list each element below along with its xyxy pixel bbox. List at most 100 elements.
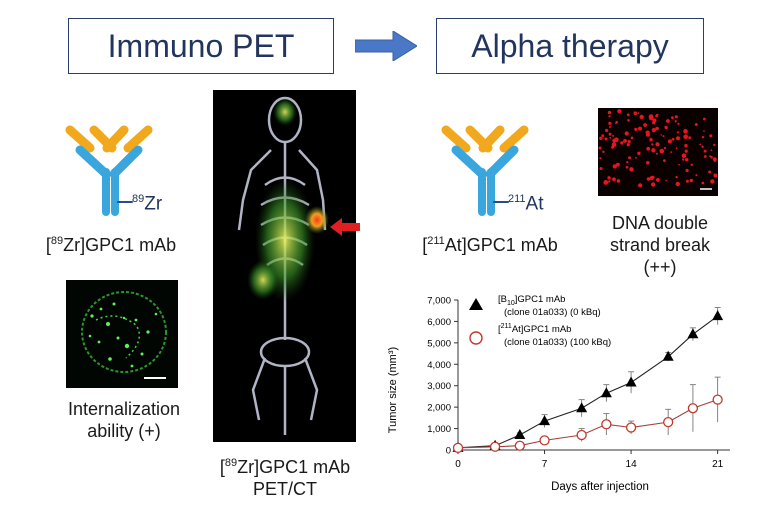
immuno-pet-title: Immuno PET bbox=[107, 27, 295, 64]
dna-damage-focus bbox=[645, 132, 650, 137]
dna-damage-focus bbox=[605, 128, 609, 133]
antibody-zr-icon bbox=[65, 125, 153, 216]
dna-damage-focus bbox=[628, 156, 632, 160]
dna-damage-focus bbox=[709, 134, 713, 138]
dna-damage-focus bbox=[676, 131, 679, 134]
dna-damage-focus bbox=[646, 177, 651, 181]
dna-damage-focus bbox=[604, 137, 608, 141]
data-point bbox=[601, 419, 612, 430]
y-tick-label: 0 bbox=[446, 446, 451, 457]
data-point bbox=[600, 387, 612, 398]
dna-damage-focus bbox=[713, 160, 716, 163]
dna-damage-focus bbox=[599, 157, 602, 160]
dna-damage-focus bbox=[637, 151, 641, 155]
dna-damage-focus bbox=[649, 138, 653, 142]
dna-damage-focus bbox=[684, 149, 688, 153]
dna-damage-focus bbox=[612, 177, 616, 182]
alpha-therapy-title: Alpha therapy bbox=[471, 27, 669, 64]
chart-xlabel: Days after injection bbox=[551, 481, 649, 493]
dna-damage-focus bbox=[655, 142, 660, 147]
dna-damage-focus bbox=[710, 179, 715, 184]
data-point bbox=[576, 429, 587, 441]
data-point bbox=[712, 310, 724, 321]
dna-damage-focus bbox=[607, 110, 612, 115]
dna-damage-focus bbox=[681, 153, 687, 158]
dna-damage-focus bbox=[674, 120, 677, 123]
dna-damage-focus bbox=[675, 181, 680, 187]
dna-damage-focus bbox=[609, 126, 611, 128]
chart-ylabel: Tumor size (mm³) bbox=[387, 347, 399, 433]
zr-isotope-label: 89Zr bbox=[132, 193, 163, 215]
dna-damage-focus bbox=[637, 112, 640, 114]
data-point bbox=[687, 328, 699, 339]
x-tick-label: 7 bbox=[542, 459, 548, 470]
internalization-microscopy-image bbox=[66, 280, 178, 388]
dna-damage-focus bbox=[630, 136, 634, 140]
pet-ct-caption: [89Zr]GPC1 mAb PET/CT bbox=[219, 457, 351, 499]
dna-damage-focus bbox=[703, 155, 707, 158]
dna-damage-focus bbox=[660, 134, 662, 136]
dna-damage-focus bbox=[651, 148, 656, 153]
dna-damage-focus bbox=[713, 173, 718, 178]
dna-damage-focus bbox=[666, 119, 670, 123]
data-point bbox=[452, 442, 464, 454]
dna-damage-focus bbox=[634, 127, 638, 131]
dna-damage-focus bbox=[626, 161, 629, 164]
alpha-therapy-title-box: Alpha therapy bbox=[436, 18, 704, 74]
dna-damage-focus bbox=[626, 113, 630, 117]
y-tick-label: 5,000 bbox=[427, 338, 451, 349]
dna-damage-focus bbox=[626, 143, 630, 147]
zr-antibody-label: [89Zr]GPC1 mAb bbox=[45, 235, 177, 255]
dna-damage-focus bbox=[683, 134, 688, 139]
dna-damage-focus bbox=[607, 176, 611, 180]
dna-damage-focus bbox=[695, 174, 698, 177]
dna-damage-focus bbox=[662, 135, 665, 138]
dna-damage-focus bbox=[599, 167, 603, 170]
dna-damage-focus bbox=[713, 143, 716, 147]
x-tick-label: 21 bbox=[712, 459, 724, 470]
y-tick-label: 4,000 bbox=[427, 360, 451, 371]
dna-damage-focus bbox=[699, 143, 702, 146]
data-point bbox=[514, 429, 526, 439]
dna-damage-focus bbox=[701, 136, 705, 139]
y-tick-label: 1,000 bbox=[427, 424, 451, 435]
dna-damage-focus bbox=[685, 168, 689, 173]
dna-damage-focus bbox=[609, 136, 612, 139]
dna-damage-focus bbox=[703, 149, 707, 153]
dna-damage-focus bbox=[675, 175, 678, 179]
dna-damage-focus bbox=[598, 146, 602, 150]
at-isotope-label: 211At bbox=[508, 193, 544, 215]
series-line bbox=[457, 399, 718, 449]
dna-damage-focus bbox=[671, 116, 674, 119]
dna-damage-focus bbox=[676, 136, 680, 141]
dna-damage-focus bbox=[708, 170, 712, 174]
dna-damage-focus bbox=[655, 114, 658, 118]
dna-damage-focus bbox=[638, 183, 643, 188]
data-point bbox=[687, 403, 699, 414]
dna-damage-focus bbox=[648, 114, 654, 120]
tumor-growth-chart: Tumor size (mm³) Days after injection 0 1… bbox=[387, 294, 730, 493]
dna-damage-image bbox=[598, 108, 718, 196]
dna-damage-focus bbox=[608, 115, 611, 118]
dna-damage-focus bbox=[712, 157, 717, 162]
y-tick-label: 7,000 bbox=[427, 296, 451, 307]
dna-damage-focus bbox=[612, 164, 617, 169]
dna-damage-focus bbox=[703, 130, 705, 132]
y-tick-label: 6,000 bbox=[427, 317, 451, 328]
dna-damage-focus bbox=[710, 149, 713, 151]
dna-damage-focus bbox=[627, 140, 631, 144]
dna-damage-focus bbox=[603, 180, 609, 185]
data-point bbox=[625, 376, 637, 387]
dna-damage-focus bbox=[655, 126, 659, 131]
dna-damage-focus bbox=[652, 121, 656, 125]
series-line bbox=[457, 315, 718, 449]
data-point bbox=[712, 394, 723, 405]
dna-damage-focus bbox=[663, 159, 666, 162]
legend-label: [211At]GPC1 mAb bbox=[498, 323, 571, 335]
data-point bbox=[663, 416, 674, 428]
dna-damage-focus bbox=[602, 150, 605, 153]
data-point bbox=[514, 440, 525, 451]
dna-damage-focus bbox=[671, 137, 675, 141]
dna-damage-focus bbox=[655, 152, 658, 155]
dna-damage-focus bbox=[651, 143, 654, 146]
